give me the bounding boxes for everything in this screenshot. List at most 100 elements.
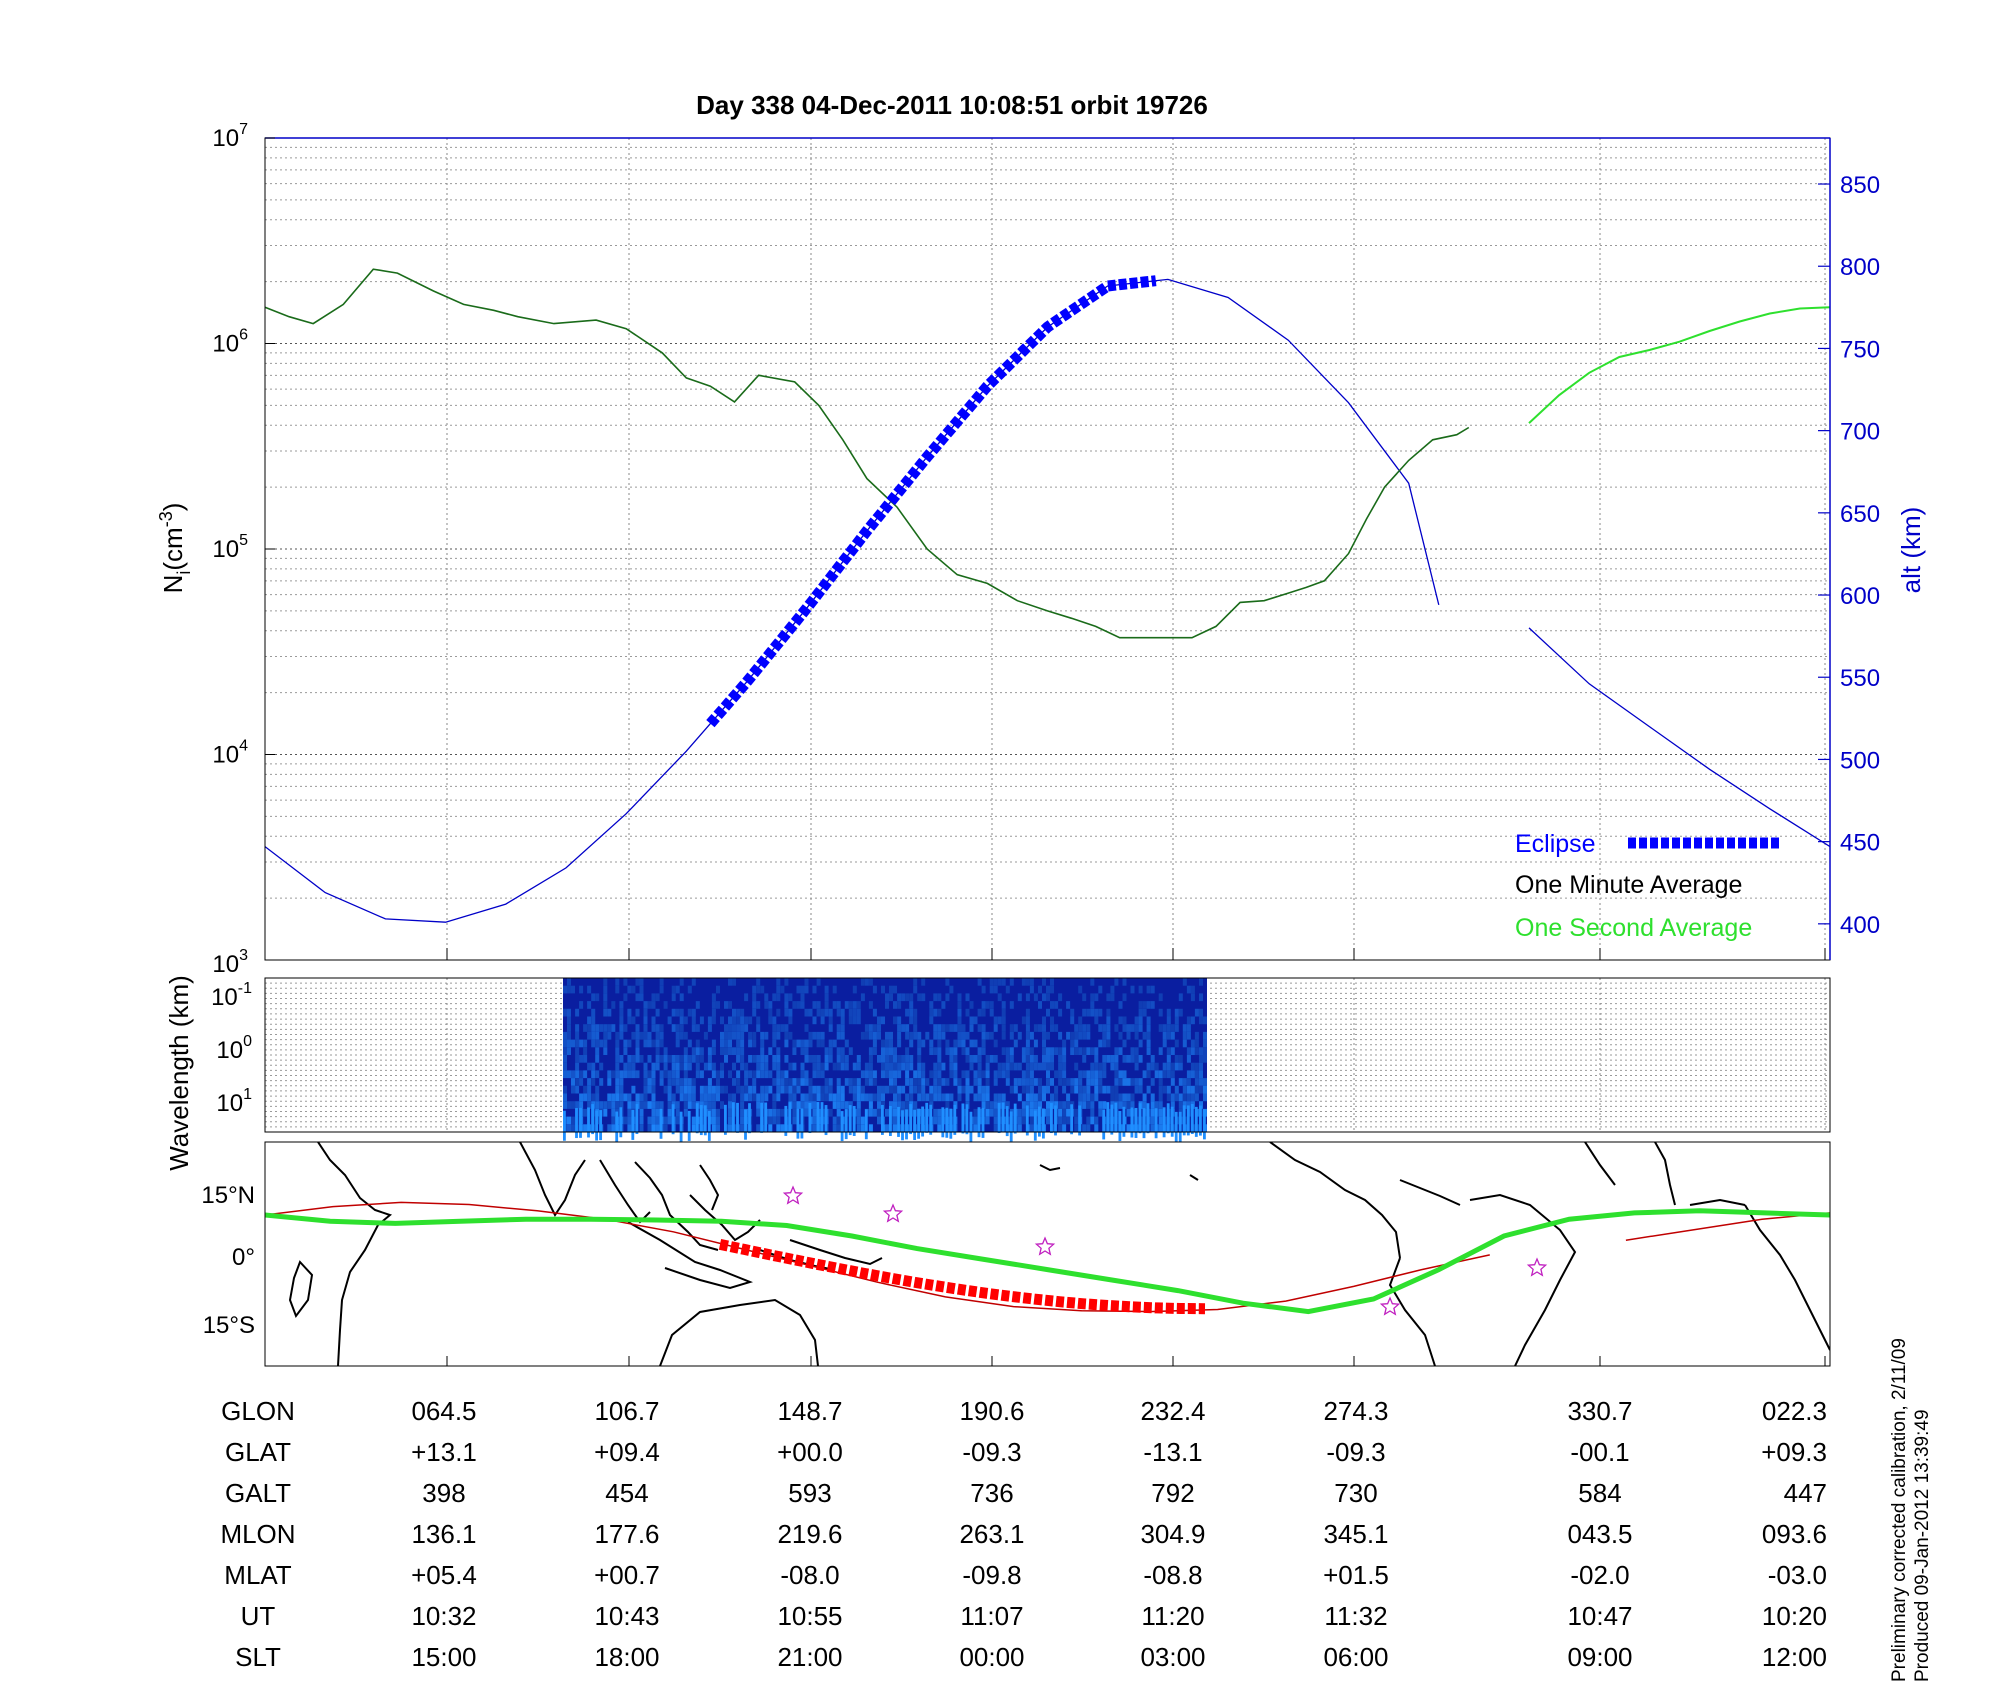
spectrogram-cell [591, 1016, 596, 1025]
spectrogram-cell [1090, 1070, 1095, 1079]
spectrogram-cell [844, 1001, 849, 1009]
spectrogram-cell [1190, 993, 1195, 1002]
spectrogram-cell [812, 1093, 817, 1102]
spectrogram-cell [1025, 1039, 1030, 1048]
spectrogram-cell [683, 1078, 688, 1086]
spectrogram-cell [707, 1024, 712, 1032]
spectrogram-band [953, 1104, 957, 1135]
spectrogram-cell [1074, 1108, 1079, 1117]
spectrogram-cell [695, 1055, 700, 1063]
spectrogram-cell [647, 1039, 652, 1048]
spectrogram-cell [772, 1116, 777, 1125]
spectrogram-cell [707, 1047, 712, 1055]
spectrogram-cell [752, 1078, 757, 1086]
spectrogram-cell [619, 1024, 624, 1032]
spectrogram-cell [1190, 1062, 1195, 1071]
spectrogram-cell [711, 1108, 716, 1117]
spectrogram-cell [784, 1055, 789, 1063]
spectrogram-cell [1017, 1093, 1022, 1102]
spectrogram-cell [828, 1108, 833, 1117]
y2-tick-label: 800 [1840, 254, 1880, 281]
spectrogram-cell [699, 1047, 704, 1055]
spectrogram-cell [1146, 1016, 1151, 1025]
spectrogram-cell [1174, 1093, 1179, 1102]
spectrogram-cell [607, 1024, 612, 1032]
spectrogram-cell [639, 985, 644, 994]
spectrogram-cell [993, 1108, 998, 1117]
spectrogram-cell [768, 1001, 773, 1009]
spectrogram-cell [840, 1016, 845, 1025]
spectrogram-cell [1170, 1024, 1175, 1032]
spectrogram-cell [1062, 1047, 1067, 1055]
spectrogram-cell [647, 1001, 652, 1009]
spectrogram-cell [913, 1070, 918, 1079]
spectrogram-cell [1178, 1062, 1183, 1071]
spectrogram-cell [591, 1031, 596, 1040]
spectrogram-cell [1029, 1047, 1034, 1055]
spectrogram-cell [675, 1101, 680, 1109]
spectrogram-cell [1029, 1093, 1034, 1102]
spectrogram-cell [1005, 985, 1010, 994]
spectrogram-cell [929, 1039, 934, 1048]
spectrogram-cell [1178, 1078, 1183, 1086]
spectrogram-cell [913, 1101, 918, 1109]
spectrogram-cell [591, 1070, 596, 1079]
spectrogram-cell [1186, 1016, 1191, 1025]
spectrogram-cell [595, 1055, 600, 1063]
spectrogram-cell [913, 978, 918, 986]
spectrogram-cell [868, 1024, 873, 1032]
spectrogram-cell [707, 1093, 712, 1102]
spectrogram-cell [969, 1085, 974, 1094]
spectrogram-cell [1054, 1085, 1059, 1094]
spectrogram-cell [788, 1062, 793, 1071]
spectrogram-cell [973, 1124, 978, 1132]
spectrogram-cell [1178, 1101, 1183, 1109]
measured-ground-track [265, 1208, 1830, 1315]
spectrogram-cell [973, 1108, 978, 1117]
spectrogram-cell [595, 1024, 600, 1032]
spectrogram-cell [989, 1108, 994, 1117]
spectrogram-cell [836, 1116, 841, 1125]
spectrogram-cell [639, 1055, 644, 1063]
spectrogram-cell [756, 1055, 761, 1063]
spectrogram-cell [1074, 1085, 1079, 1094]
spectrogram-band [736, 1102, 739, 1133]
spectrogram-cell [1186, 1078, 1191, 1086]
spectrogram-cell [1042, 1062, 1047, 1071]
spectrogram-cell [647, 1116, 652, 1125]
spectrogram-cell [1070, 1031, 1075, 1040]
spectrogram-cell [997, 993, 1002, 1002]
spectrogram-cell [1050, 985, 1055, 994]
spectrogram-cell [1146, 985, 1151, 994]
spectrogram-cell [687, 1093, 692, 1102]
spectrogram-cell [1066, 1078, 1071, 1086]
legend-item-eclipse: Eclipse [1515, 830, 1780, 858]
spectrogram-cell [619, 1078, 624, 1086]
spectrogram-cell [812, 1085, 817, 1094]
spectrogram-cell [905, 1093, 910, 1102]
spectrogram-band [1186, 1105, 1190, 1136]
spectrogram-cell [583, 1085, 588, 1094]
spectrogram-cell [937, 1108, 942, 1117]
spectrogram-cell [687, 1039, 692, 1048]
spectrogram-cell [647, 1078, 652, 1086]
spectrogram-cell [1098, 1039, 1103, 1048]
spectrogram-cell [1082, 1055, 1087, 1063]
spectrogram-cell [993, 1070, 998, 1079]
spectrogram-cell [707, 1101, 712, 1109]
spectrogram-cell [732, 1093, 737, 1102]
spectrogram-cell [1033, 1078, 1038, 1086]
spectrogram-cell [1150, 1108, 1155, 1117]
spectrogram-cell [711, 1008, 716, 1017]
spectrogram-cell [1009, 1001, 1014, 1009]
spectrogram-cell [844, 1078, 849, 1086]
spectrogram-cell [973, 1070, 978, 1079]
spectrogram-cell [941, 1001, 946, 1009]
spectrogram-cell [635, 1031, 640, 1040]
spectrogram-cell [740, 1008, 745, 1017]
spectrogram-cell [901, 993, 906, 1002]
spectrogram-cell [1130, 1101, 1135, 1109]
spectrogram-cell [623, 1047, 628, 1055]
spectrogram-cell [756, 1062, 761, 1071]
